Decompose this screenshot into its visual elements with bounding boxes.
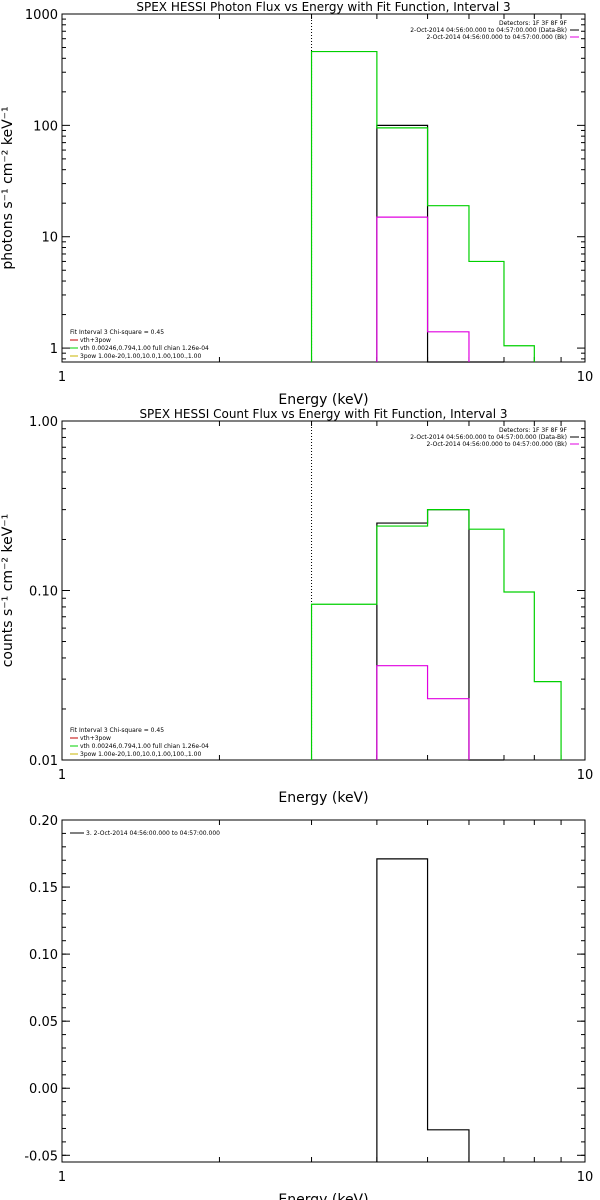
legend-bottom-entry: 3pow 1.00e-20,1.00,10.0,1.00,100.,1.00 [80, 751, 201, 758]
legend-bottom-entry: Fit Interval 3 Chi-square = 0.45 [70, 329, 164, 336]
x-axis-label: Energy (keV) [278, 790, 368, 806]
legend-top-entry: 2-Oct-2014 04:56:00.000 to 04:57:00.000 … [410, 27, 567, 34]
y-axis-label: photons s⁻¹ cm⁻² keV⁻¹ [0, 106, 16, 269]
y-tick-label: 0.00 [29, 1082, 58, 1097]
chart-title: SPEX HESSI Count Flux vs Energy with Fit… [139, 407, 507, 421]
y-tick-label: 1 [50, 342, 58, 357]
x-tick-label: 10 [577, 370, 594, 385]
legend-bottom-entry: vth+3pow [80, 735, 111, 742]
series-3-step [376, 665, 470, 760]
legend-top-entry: 2-Oct-2014 04:56:00.000 to 04:57:00.000 … [410, 434, 567, 441]
series-2-step [310, 50, 535, 362]
y-tick-label: 100 [33, 119, 58, 134]
x-tick-label: 10 [577, 1170, 594, 1185]
plot-frame [61, 819, 586, 1163]
legend-bottom-entry: Fit Interval 3 Chi-square = 0.45 [70, 727, 164, 734]
y-tick-label: 0.15 [29, 881, 58, 896]
legend-bottom-entry: 3pow 1.00e-20,1.00,10.0,1.00,100.,1.00 [80, 353, 201, 360]
y-axis-label: counts s⁻¹ cm⁻² keV⁻¹ [0, 514, 16, 668]
y-tick-label: 10 [41, 231, 58, 246]
x-axis-label: Energy (keV) [278, 1192, 368, 1200]
legend-bottom-entry: vth 0.00246,0.794,1.00 full chian 1.26e-… [80, 743, 209, 750]
legend-bottom-entry: vth+3pow [80, 337, 111, 344]
legend-bottom-entry: vth 0.00246,0.794,1.00 full chian 1.26e-… [80, 345, 209, 352]
legend-top-entry: Detectors: 1F 3F 8F 9F [499, 427, 568, 434]
x-tick-label: 10 [577, 768, 594, 783]
y-tick-label: 0.20 [29, 814, 58, 829]
y-tick-label: 0.05 [29, 1015, 58, 1030]
y-tick-label: 1000 [25, 8, 58, 23]
chart-title: SPEX HESSI Photon Flux vs Energy with Fi… [136, 0, 510, 14]
series-2-step [310, 509, 562, 760]
y-tick-label: 0.10 [29, 585, 58, 600]
y-tick-label: 0.01 [29, 754, 58, 769]
chart-3: -0.05 0.00 0.05 0.10 0.15 0.20 1 10 Energy (keV)… [24, 814, 593, 1200]
legend-left-entry: 3. 2-Oct-2014 04:56:00.000 to 04:57:00.0… [86, 830, 220, 837]
x-tick-label: 1 [58, 370, 66, 385]
series-1-step [376, 858, 470, 1162]
x-tick-label: 1 [58, 1170, 66, 1185]
chart-2: SPEX HESSI Count Flux vs Energy with Fit… [0, 407, 593, 806]
series-1-step [376, 509, 504, 761]
legend-top-entry: 2-Oct-2014 04:56:00.000 to 04:57:00.000 … [427, 441, 568, 448]
legend-top-entry: 2-Oct-2014 04:56:00.000 to 04:57:00.000 … [427, 34, 568, 41]
x-tick-label: 1 [58, 768, 66, 783]
legend-top-entry: Detectors: 1F 3F 8F 9F [499, 20, 568, 27]
x-axis-label: Energy (keV) [278, 392, 368, 408]
plot-frame [61, 13, 586, 363]
y-tick-label: -0.05 [24, 1149, 58, 1164]
series-3-step [376, 216, 470, 362]
chart-1: SPEX HESSI Photon Flux vs Energy with Fi… [0, 0, 593, 408]
y-tick-label: 1.00 [29, 415, 58, 430]
series-1-step [376, 124, 504, 363]
y-tick-label: 0.10 [29, 948, 58, 963]
plot-frame [61, 420, 586, 761]
